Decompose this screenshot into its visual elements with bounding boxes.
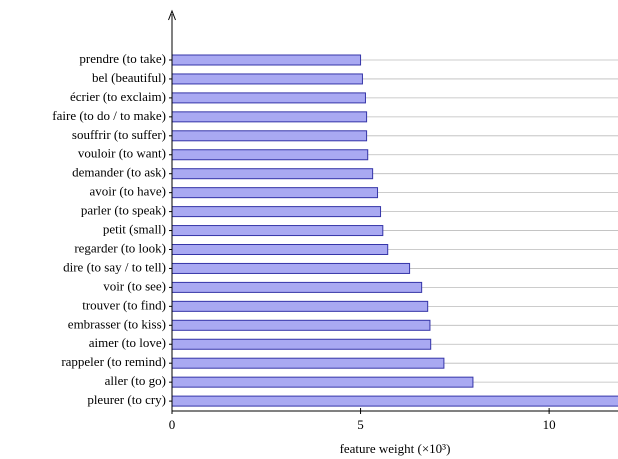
y-tick-label: avoir (to have) <box>89 184 166 199</box>
y-tick-label: rappeler (to remind) <box>61 354 166 369</box>
y-tick-label: dire (to say / to tell) <box>63 259 166 274</box>
y-axis-arrow <box>168 9 176 21</box>
y-tick-label: aimer (to love) <box>89 335 166 350</box>
bar <box>172 262 411 274</box>
y-tick-label: parler (to speak) <box>81 203 166 218</box>
bar <box>172 111 368 123</box>
bar <box>172 130 368 142</box>
bar <box>172 244 389 255</box>
bar <box>172 319 431 331</box>
bar <box>172 225 384 237</box>
bar <box>172 357 445 369</box>
bar <box>172 206 382 218</box>
x-tick-label: 0 <box>169 417 176 432</box>
y-tick-label: embrasser (to kiss) <box>68 316 166 331</box>
x-tick-label: 10 <box>543 417 556 432</box>
y-tick-label: trouver (to find) <box>82 297 166 312</box>
bar <box>172 92 366 104</box>
x-axis-label: feature weight (×10³) <box>340 441 451 456</box>
bar <box>172 168 374 180</box>
y-tick-label: petit (small) <box>103 222 166 237</box>
bar <box>172 395 618 407</box>
bar <box>172 149 369 161</box>
y-tick-label: écrier (to exclaim) <box>70 89 166 104</box>
x-tick-label: 5 <box>357 417 364 432</box>
bar <box>172 300 429 312</box>
y-tick-label: vouloir (to want) <box>78 146 166 161</box>
y-tick-label: pleurer (to cry) <box>87 392 166 407</box>
bar <box>172 376 474 388</box>
bar <box>172 54 362 66</box>
bar <box>172 73 363 85</box>
y-tick-label: demander (to ask) <box>72 165 166 180</box>
bar <box>172 187 379 199</box>
y-tick-label: prendre (to take) <box>79 51 166 66</box>
y-tick-label: souffrir (to suffer) <box>72 127 166 142</box>
y-tick-label: voir (to see) <box>103 278 166 293</box>
y-tick-label: regarder (to look) <box>74 240 166 255</box>
bar <box>172 281 423 293</box>
y-tick-label: faire (to do / to make) <box>52 108 166 123</box>
bar <box>172 338 432 350</box>
y-tick-label: bel (beautiful) <box>92 70 166 85</box>
y-tick-label: aller (to go) <box>105 373 166 388</box>
